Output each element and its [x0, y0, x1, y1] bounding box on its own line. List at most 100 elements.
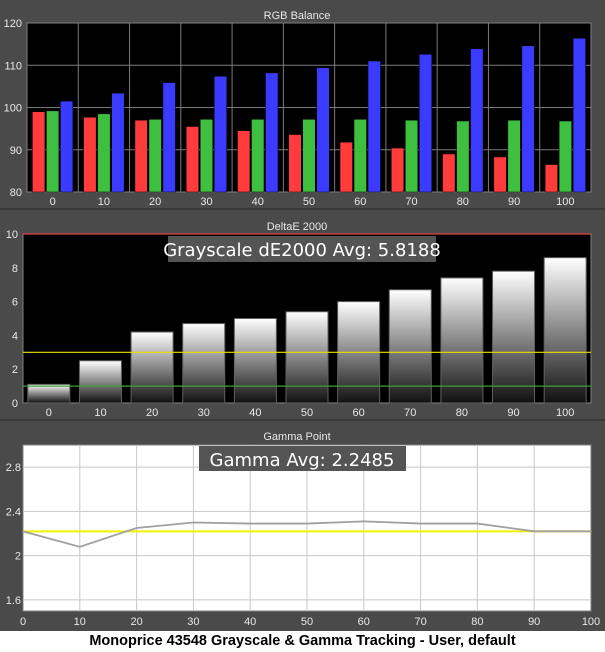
- green-bar: [558, 120, 572, 193]
- green-bar: [148, 119, 162, 193]
- gamma-point: [476, 522, 479, 525]
- red-bar: [339, 141, 353, 193]
- red-bar: [442, 153, 456, 193]
- gamma-y-tick-label: 1.6: [6, 595, 21, 607]
- gamma-point: [249, 522, 251, 525]
- gamma-average-label: Gamma Avg: 2.2485: [210, 450, 395, 471]
- green-bar: [251, 119, 265, 193]
- deltae-x-tick-label: 30: [198, 407, 210, 419]
- red-bar: [185, 126, 199, 193]
- deltae-x-tick-label: 20: [146, 407, 158, 419]
- gamma-x-tick-label: 40: [244, 616, 256, 628]
- gamma-x-tick-label: 20: [130, 616, 142, 628]
- deltae-title: DeltaE 2000: [267, 221, 328, 233]
- blue-bar: [367, 60, 381, 193]
- rgb-x-tick-label: 40: [252, 196, 264, 208]
- blue-bar: [419, 54, 433, 193]
- deltae-x-tick-label: 50: [301, 407, 313, 419]
- deltae-x-tick-label: 0: [46, 407, 52, 419]
- deltae-x-tick-label: 90: [507, 407, 519, 419]
- green-bar: [456, 120, 470, 193]
- gamma-y-tick-label: 2: [15, 551, 21, 563]
- deltae-x-tick-label: 60: [353, 407, 365, 419]
- deltae-bar: [130, 331, 174, 404]
- rgb-y-tick-label: 80: [10, 187, 22, 199]
- blue-bar: [60, 100, 74, 193]
- deltae-y-tick-label: 10: [6, 229, 18, 241]
- red-bar: [493, 156, 507, 193]
- blue-bar: [470, 48, 484, 193]
- gamma-y-tick-label: 2.4: [6, 506, 21, 518]
- red-bar: [544, 164, 558, 193]
- rgb-x-tick-label: 90: [508, 196, 520, 208]
- deltae-bar: [27, 383, 71, 404]
- deltae-x-tick-label: 10: [94, 407, 106, 419]
- blue-bar: [162, 82, 176, 193]
- red-bar: [83, 116, 97, 193]
- rgb-balance-title: RGB Balance: [264, 10, 331, 22]
- deltae-y-tick-label: 0: [12, 398, 18, 410]
- gamma-point: [135, 527, 138, 529]
- rgb-y-tick-label: 110: [4, 60, 22, 72]
- deltae-bar: [233, 318, 277, 404]
- gamma-x-tick-label: 90: [528, 616, 540, 628]
- deltae-bar: [543, 257, 587, 404]
- deltae-x-tick-label: 100: [556, 407, 574, 419]
- red-bar: [237, 130, 251, 193]
- red-bar: [391, 147, 405, 193]
- red-bar: [32, 111, 46, 193]
- deltae-bar: [285, 311, 329, 404]
- deltae-x-tick-label: 70: [404, 407, 416, 419]
- deltae-y-tick-label: 4: [12, 330, 18, 342]
- blue-bar: [111, 92, 125, 193]
- deltae-bar: [440, 277, 484, 404]
- rgb-x-tick-label: 0: [50, 196, 56, 208]
- deltae-y-tick-label: 6: [12, 297, 18, 309]
- gamma-point: [22, 530, 24, 533]
- chart-caption: Monoprice 43548 Grayscale & Gamma Tracki…: [0, 631, 605, 652]
- rgb-x-tick-label: 70: [405, 196, 417, 208]
- gamma-point: [590, 530, 592, 533]
- deltae-average-label: Grayscale dE2000 Avg: 5.8188: [163, 240, 441, 261]
- blue-bar: [521, 45, 535, 193]
- green-bar: [405, 119, 419, 193]
- deltae-y-tick-label: 2: [12, 364, 18, 376]
- gamma-point: [192, 521, 195, 524]
- rgb-x-tick-label: 20: [149, 196, 161, 208]
- red-bar: [134, 119, 148, 193]
- red-bar: [288, 134, 302, 193]
- gamma-point: [79, 546, 81, 548]
- deltae-panel: DeltaE 2000 0 2 4 6 8 10 0 10 20 30 40 50 60 70 80 90 1…: [0, 210, 605, 419]
- gamma-y-tick-label: 2.8: [6, 462, 21, 474]
- green-bar: [507, 119, 521, 193]
- gamma-point: [363, 520, 365, 523]
- rgb-x-tick-label: 50: [303, 196, 315, 208]
- rgb-y-tick-label: 120: [4, 18, 22, 30]
- gamma-panel: Gamma Point 1.6 2 2.4 2.8 0 10 20 30 40 50 60 70 80…: [0, 421, 605, 631]
- deltae-bar: [78, 360, 122, 404]
- rgb-x-tick-label: 30: [200, 196, 212, 208]
- gamma-point: [306, 522, 308, 525]
- deltae-bar: [388, 289, 432, 404]
- gamma-point: [419, 522, 422, 525]
- green-bar: [46, 110, 60, 193]
- gamma-x-tick-label: 10: [74, 616, 86, 628]
- blue-bar: [316, 67, 330, 193]
- rgb-x-tick-label: 80: [457, 196, 469, 208]
- deltae-bar: [182, 323, 226, 404]
- gamma-x-tick-label: 80: [471, 616, 483, 628]
- gamma-x-tick-label: 100: [582, 616, 600, 628]
- deltae-x-tick-label: 40: [249, 407, 261, 419]
- deltae-bar: [492, 270, 536, 404]
- rgb-balance-panel: RGB Balance 80 90 100 110 120 0 10 20 30 40 50 60 7…: [0, 0, 605, 208]
- rgb-y-tick-label: 100: [4, 103, 22, 115]
- blue-bar: [213, 75, 227, 193]
- green-bar: [302, 119, 316, 193]
- green-bar: [97, 113, 111, 193]
- blue-bar: [572, 37, 586, 193]
- gamma-point: [533, 530, 535, 533]
- green-bar: [199, 119, 213, 193]
- blue-bar: [265, 72, 279, 193]
- rgb-x-tick-label: 10: [98, 196, 110, 208]
